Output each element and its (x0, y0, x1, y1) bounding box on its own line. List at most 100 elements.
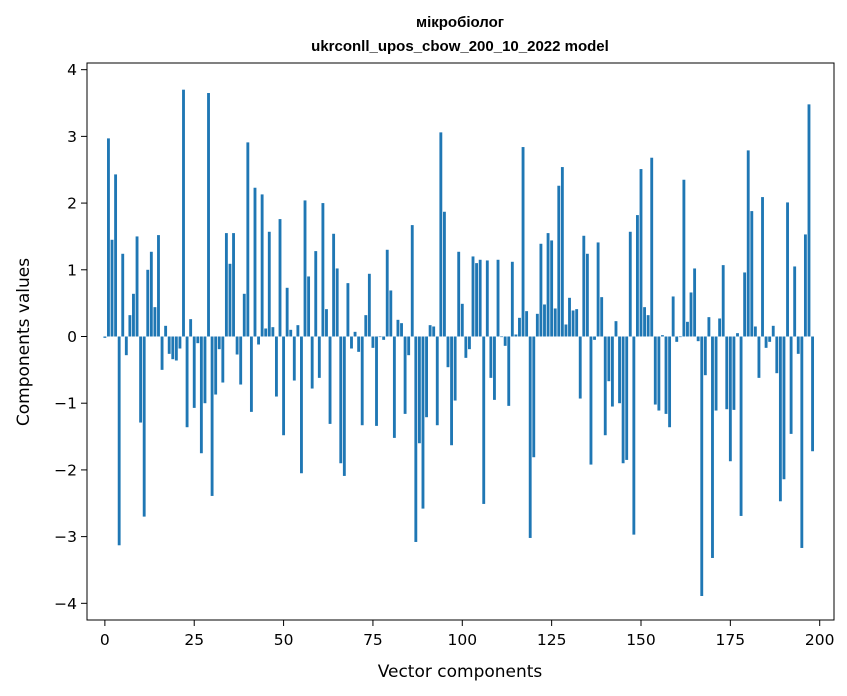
bar-18 (167, 336, 171, 354)
bar-48 (275, 336, 278, 397)
bar-158 (668, 336, 672, 428)
bar-37 (235, 336, 239, 355)
bar-129 (564, 324, 568, 337)
bar-73 (364, 315, 368, 337)
bar-68 (346, 283, 350, 337)
bar-72 (360, 336, 364, 426)
y-tick-label-3: 3 (67, 128, 77, 146)
plot-frame (86, 62, 835, 621)
chart-title-line1: мікробіолог (416, 14, 504, 31)
bar-172 (718, 318, 722, 337)
bar-106 (482, 336, 486, 504)
bar-39 (242, 293, 246, 337)
bar-51 (285, 287, 289, 337)
bar-29 (207, 93, 210, 337)
bar-94 (439, 132, 443, 337)
bar-62 (325, 309, 328, 337)
bar-50 (282, 336, 286, 436)
bar-143 (614, 321, 618, 337)
y-tick-label-1: 1 (67, 261, 77, 279)
bar-176 (732, 336, 736, 410)
bar-16 (160, 336, 164, 370)
bar-35 (228, 263, 232, 337)
bar-141 (607, 336, 611, 382)
bar-40 (246, 142, 250, 337)
bar-59 (314, 251, 318, 337)
bar-86 (410, 225, 414, 337)
bar-11 (142, 336, 146, 517)
bar-67 (342, 336, 346, 476)
bar-99 (457, 251, 461, 337)
bar-181 (750, 211, 754, 337)
bar-198 (811, 336, 814, 452)
bar-88 (417, 336, 421, 444)
bar-26 (196, 336, 200, 344)
bar-23 (185, 336, 189, 428)
bar-110 (496, 259, 500, 337)
bar-58 (310, 336, 314, 389)
bar-45 (264, 328, 268, 337)
bar-80 (389, 290, 393, 337)
bar-19 (171, 336, 175, 360)
bar-43 (257, 336, 260, 345)
bar-107 (485, 260, 489, 337)
bar-194 (796, 336, 800, 354)
y-tick-label--3: −3 (54, 528, 77, 546)
bar-130 (568, 297, 571, 337)
bar-14 (153, 307, 157, 337)
bar-165 (693, 268, 697, 337)
bar-180 (746, 150, 750, 337)
bar-154 (653, 336, 657, 405)
bar-24 (189, 319, 193, 337)
bar-150 (639, 169, 643, 337)
bar-49 (278, 219, 282, 337)
bar-119 (528, 336, 532, 538)
bar-33 (221, 336, 225, 383)
bar-41 (249, 336, 253, 412)
x-axis-label: Vector components (378, 662, 543, 682)
bar-144 (618, 336, 621, 404)
bar-189 (778, 336, 782, 502)
bar-53 (292, 336, 296, 381)
bar-60 (317, 336, 321, 378)
bar-190 (782, 336, 786, 480)
bar-120 (532, 336, 536, 458)
bar-152 (646, 315, 650, 337)
x-tick-label-150: 150 (626, 631, 656, 649)
bar-79 (385, 249, 389, 337)
bar-169 (707, 317, 711, 337)
bar-36 (232, 233, 235, 337)
bar-96 (446, 336, 450, 368)
bar-101 (464, 336, 468, 358)
bar-151 (643, 307, 646, 337)
bar-140 (603, 336, 607, 436)
bar-66 (339, 336, 343, 464)
bar-28 (203, 336, 207, 404)
bar-44 (260, 194, 264, 337)
bar-38 (239, 336, 243, 385)
bar-9 (135, 236, 139, 337)
bar-139 (600, 297, 604, 337)
bar-77 (378, 336, 382, 338)
bar-116 (518, 317, 521, 337)
bar-32 (217, 336, 221, 350)
bar-13 (149, 251, 153, 337)
bar-64 (332, 233, 336, 337)
bar-166 (696, 336, 700, 342)
bar-117 (521, 147, 525, 337)
y-tick-label-2: 2 (67, 195, 77, 213)
bar-170 (711, 336, 714, 558)
x-tick-label-200: 200 (805, 631, 835, 649)
x-axis-ticks: 0 25 50 75 100 125 150 175 200 (100, 620, 835, 649)
bar-147 (628, 231, 632, 337)
bar-125 (550, 240, 554, 337)
bar-118 (525, 311, 529, 337)
y-tick-label--4: −4 (54, 595, 77, 613)
bar-162 (682, 179, 686, 337)
bar-173 (721, 265, 725, 337)
y-tick-label-0: 0 (67, 328, 77, 346)
bar-87 (414, 336, 418, 542)
bar-155 (657, 336, 661, 411)
bar-131 (571, 310, 575, 337)
